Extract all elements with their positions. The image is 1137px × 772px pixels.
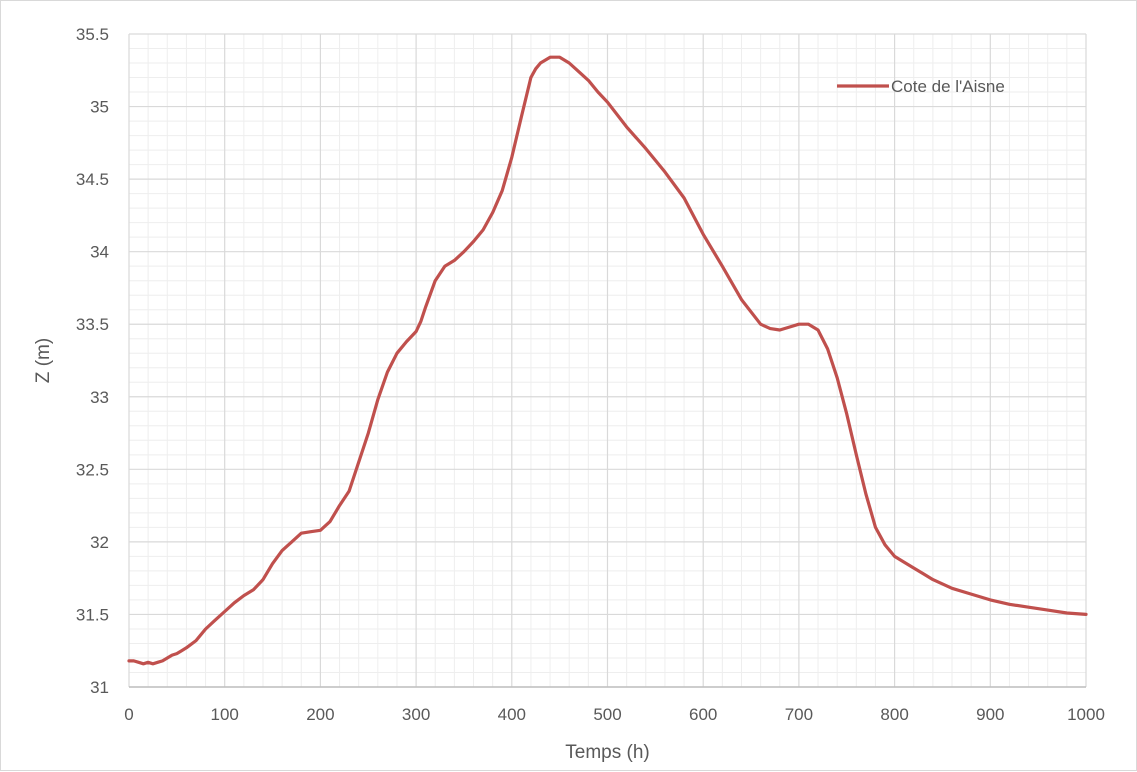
x-tick-label: 1000 [1067, 705, 1105, 724]
x-tick-label: 700 [785, 705, 813, 724]
y-tick-label: 32 [90, 533, 109, 552]
x-axis-title: Temps (h) [565, 742, 649, 763]
major-gridlines [128, 33, 1087, 688]
y-tick-labels: 31 31.5 32 32.5 33 33.5 34 34.5 35 35.5 [76, 25, 109, 697]
x-tick-label: 200 [306, 705, 334, 724]
y-tick-label: 33 [90, 388, 109, 407]
y-tick-label: 32.5 [76, 460, 109, 479]
x-tick-labels: 0 100 200 300 400 500 600 700 800 900 1000 [124, 705, 1105, 724]
x-tick-label: 100 [211, 705, 239, 724]
y-tick-label: 34 [90, 243, 109, 262]
legend-label: Cote de l'Aisne [891, 77, 1005, 96]
y-tick-label: 33.5 [76, 315, 109, 334]
y-axis-title: Z (m) [33, 338, 54, 383]
x-tick-label: 500 [593, 705, 621, 724]
x-tick-label: 0 [124, 705, 133, 724]
y-tick-label: 31.5 [76, 605, 109, 624]
x-tick-label: 600 [689, 705, 717, 724]
x-tick-label: 400 [498, 705, 526, 724]
x-tick-label: 900 [976, 705, 1004, 724]
legend: Cote de l'Aisne [837, 77, 1005, 96]
y-tick-label: 35 [90, 98, 109, 117]
x-tick-label: 300 [402, 705, 430, 724]
series-line-cote-de-l-aisne [127, 55, 1088, 666]
y-tick-label: 35.5 [76, 25, 109, 44]
y-tick-label: 34.5 [76, 170, 109, 189]
y-tick-label: 31 [90, 678, 109, 697]
x-tick-label: 800 [880, 705, 908, 724]
